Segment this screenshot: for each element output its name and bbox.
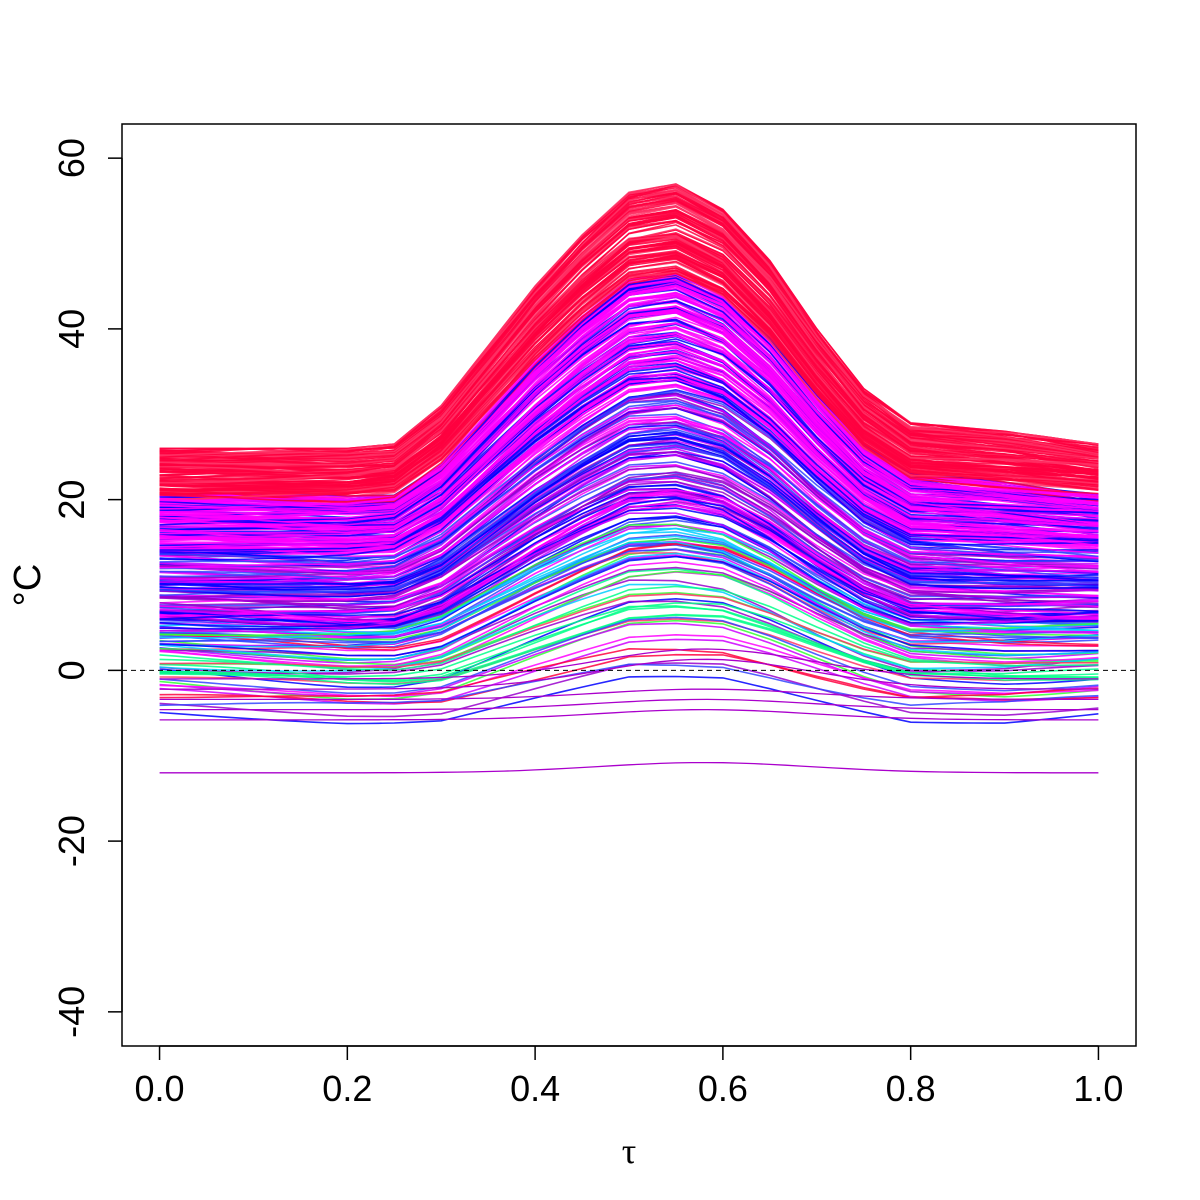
series-line bbox=[159, 257, 1099, 494]
series-line bbox=[159, 260, 1099, 503]
series-line bbox=[159, 688, 1099, 701]
series-line bbox=[159, 231, 1099, 476]
series-line bbox=[159, 554, 1099, 664]
series-line bbox=[159, 327, 1099, 536]
series-line bbox=[159, 369, 1099, 552]
series-line bbox=[159, 480, 1099, 609]
series-line bbox=[159, 450, 1099, 602]
series-line bbox=[159, 212, 1099, 463]
series-line bbox=[159, 332, 1099, 528]
x-tick-label: 0.6 bbox=[698, 1068, 748, 1109]
series-line bbox=[159, 658, 1099, 690]
series-line bbox=[159, 426, 1099, 584]
x-tick-label: 0.0 bbox=[135, 1068, 185, 1109]
series-line bbox=[159, 708, 1099, 721]
series-line bbox=[159, 356, 1099, 539]
series-line bbox=[159, 406, 1099, 576]
series-line bbox=[159, 761, 1099, 774]
series-line bbox=[159, 561, 1099, 667]
series-line bbox=[159, 501, 1099, 623]
y-tick-label: -20 bbox=[51, 815, 92, 867]
series-line bbox=[159, 647, 1099, 699]
series-line bbox=[159, 272, 1099, 496]
series-line bbox=[159, 209, 1099, 468]
series-line bbox=[159, 191, 1099, 465]
y-tick-label: 20 bbox=[51, 480, 92, 520]
series-line bbox=[159, 512, 1099, 633]
series-line bbox=[159, 446, 1099, 590]
series-line bbox=[159, 390, 1099, 564]
y-tick-label: 0 bbox=[51, 660, 92, 680]
series-layer bbox=[159, 183, 1099, 774]
series-line bbox=[159, 293, 1099, 510]
series-line bbox=[159, 543, 1099, 651]
series-line bbox=[159, 570, 1099, 666]
series-line bbox=[159, 347, 1099, 546]
series-line bbox=[159, 417, 1099, 575]
series-line bbox=[159, 234, 1099, 484]
series-line bbox=[159, 294, 1099, 519]
series-line bbox=[159, 648, 1099, 680]
series-line bbox=[159, 193, 1099, 463]
series-line bbox=[159, 541, 1099, 648]
y-axis-title: °C bbox=[7, 564, 49, 607]
series-line bbox=[159, 489, 1099, 623]
y-tick-label: -40 bbox=[51, 986, 92, 1038]
series-line bbox=[159, 585, 1099, 671]
series-line bbox=[159, 202, 1099, 463]
series-line bbox=[159, 205, 1099, 466]
series-line bbox=[159, 442, 1099, 593]
x-tick-label: 0.4 bbox=[510, 1068, 560, 1109]
series-line bbox=[159, 663, 1099, 707]
series-line bbox=[159, 548, 1099, 644]
series-line bbox=[159, 253, 1099, 491]
series-line bbox=[159, 294, 1099, 516]
y-axis: -40 -20 0 20 40 60 bbox=[51, 138, 123, 1038]
series-line bbox=[159, 619, 1099, 700]
series-line bbox=[159, 326, 1099, 534]
x-tick-label: 0.2 bbox=[322, 1068, 372, 1109]
series-line bbox=[159, 267, 1099, 494]
x-tick-label: 1.0 bbox=[1073, 1068, 1123, 1109]
series-line bbox=[159, 404, 1099, 569]
series-line bbox=[159, 490, 1099, 627]
series-line bbox=[159, 206, 1099, 457]
series-line bbox=[159, 296, 1099, 514]
series-line bbox=[159, 341, 1099, 535]
series-line bbox=[159, 281, 1099, 501]
series-line bbox=[159, 367, 1099, 558]
series-line bbox=[159, 310, 1099, 526]
series-line bbox=[159, 471, 1099, 608]
y-tick-label: 60 bbox=[51, 138, 92, 178]
series-line bbox=[159, 523, 1099, 636]
series-line bbox=[159, 616, 1099, 694]
series-line bbox=[159, 552, 1099, 661]
series-line bbox=[159, 424, 1099, 589]
x-axis: 0.0 0.2 0.4 0.6 0.8 1.0 bbox=[135, 1045, 1123, 1109]
series-line bbox=[159, 497, 1099, 627]
series-line bbox=[159, 633, 1099, 698]
series-line bbox=[159, 535, 1099, 635]
series-line bbox=[159, 622, 1099, 698]
series-line bbox=[159, 198, 1099, 456]
series-line bbox=[159, 496, 1099, 628]
x-axis-title: τ bbox=[622, 1131, 636, 1171]
series-line bbox=[159, 618, 1099, 685]
series-line bbox=[159, 277, 1099, 509]
series-line bbox=[159, 436, 1099, 586]
series-line bbox=[159, 378, 1099, 549]
series-line bbox=[159, 583, 1099, 672]
series-line bbox=[159, 351, 1099, 544]
series-line bbox=[159, 600, 1099, 675]
series-line bbox=[159, 426, 1099, 581]
series-line bbox=[159, 675, 1099, 725]
series-line bbox=[159, 605, 1099, 678]
series-line bbox=[159, 698, 1099, 711]
series-line bbox=[159, 555, 1099, 657]
y-tick-label: 40 bbox=[51, 309, 92, 349]
series-line bbox=[159, 376, 1099, 561]
x-tick-label: 0.8 bbox=[886, 1068, 936, 1109]
